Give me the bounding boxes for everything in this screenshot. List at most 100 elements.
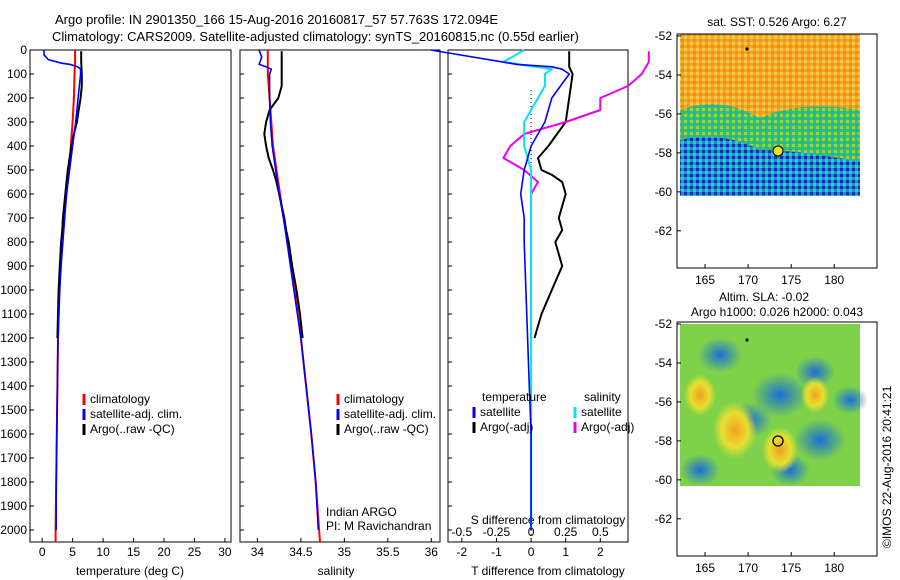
depth-tick-label: 1800	[0, 475, 27, 489]
sst-map-ytick-label: -56	[655, 107, 673, 121]
salinity-axis-tick-label: 36	[425, 545, 439, 559]
sal-legend-label: climatology	[344, 392, 404, 406]
temperature-axis-tick-label: 30	[218, 545, 232, 559]
tdiff-axis-tick-label: 2	[597, 545, 604, 559]
temp-satellite-line	[43, 50, 82, 530]
tdiff-axis-tick-label: -2	[457, 545, 468, 559]
sla-map-ytick-label: -56	[655, 395, 673, 409]
float-program-text: Indian ARGO	[326, 505, 397, 519]
sla-map-subtitle: Argo h1000: 0.026 h2000: 0.043	[691, 305, 863, 319]
sal-legend-label: Argo(..raw -QC)	[344, 422, 429, 436]
depth-tick-label: 1700	[0, 451, 27, 465]
depth-tick-label: 900	[7, 259, 27, 273]
depth-tick-label: 1400	[0, 379, 27, 393]
sdiff-satellite-line	[502, 49, 553, 530]
temperature-axis-tick-label: 20	[157, 545, 171, 559]
sst-map-xtick-label: 170	[738, 273, 758, 287]
credit-text: ©IMOS 22-Aug-2016 20:41:21	[880, 385, 894, 548]
sst-map-xtick-label: 175	[781, 273, 801, 287]
sla-low-eddy	[698, 337, 742, 373]
depth-tick-label: 1000	[0, 283, 27, 297]
salinity-axis-tick-label: 34.5	[289, 545, 313, 559]
sla-high-eddy	[801, 376, 829, 414]
sst-cold-field	[680, 136, 860, 196]
sst-map-ytick-label: -60	[655, 185, 673, 199]
sla-low-eddy	[680, 454, 720, 486]
sdiff-legend-label: satellite	[581, 405, 622, 419]
tdiff-axis-tick-label: 1	[562, 545, 569, 559]
sla-map-ytick-label: -60	[655, 473, 673, 487]
depth-tick-label: 1300	[0, 355, 27, 369]
salinity-xlabel: salinity	[318, 564, 355, 578]
depth-tick-label: 1100	[1, 307, 27, 321]
sla-map-xtick-label: 175	[781, 561, 801, 575]
title-line-2: Climatology: CARS2009. Satellite-adjuste…	[52, 29, 579, 44]
temperature-axis-tick-label: 10	[96, 545, 110, 559]
temp-argo-line	[56, 51, 83, 339]
sal-legend-label: satellite-adj. clim.	[344, 407, 436, 421]
sla-map-ytick-label: -58	[655, 434, 673, 448]
salinity-axis-tick-label: 34	[251, 545, 265, 559]
sst-map-frame	[676, 33, 878, 269]
sst-dot	[745, 47, 749, 51]
tdiff-satellite-line	[430, 49, 571, 530]
depth-tick-label: 700	[7, 211, 27, 225]
sdiff-tick-label: 0.25	[554, 525, 578, 539]
sst-map-xtick-label: 165	[695, 273, 715, 287]
temperature-axis-tick-label: 15	[127, 545, 141, 559]
sst-float-marker	[772, 145, 784, 157]
legend-temp-title: temperature	[482, 390, 547, 404]
sst-map-ytick-label: -62	[655, 224, 673, 238]
sdiff-tick-label: 0	[528, 525, 535, 539]
temp-legend-label: Argo(..raw -QC)	[90, 422, 175, 436]
plot-frame-difference	[447, 49, 629, 543]
sla-map-xtick-label: 170	[738, 561, 758, 575]
sal-satellite-line	[258, 49, 320, 531]
sdiff-legend-label: Argo(-adj)	[581, 420, 634, 434]
salinity-axis-tick-label: 35.5	[376, 545, 400, 559]
depth-tick-label: 1900	[0, 499, 27, 513]
sdiff-tick-label: -0.5	[452, 525, 473, 539]
sst-map-ytick-label: -54	[655, 68, 673, 82]
tdiff-legend-label: Argo(-adj)	[480, 420, 533, 434]
sla-high-eddy	[684, 374, 716, 416]
tdiff-legend-label: satellite	[480, 405, 521, 419]
temperature-axis-tick-label: 0	[39, 545, 46, 559]
sla-low-eddy	[752, 372, 808, 418]
depth-tick-label: 600	[7, 187, 27, 201]
sla-map-xtick-label: 180	[824, 561, 844, 575]
tdiff-axis-tick-label: 0	[528, 545, 535, 559]
depth-tick-label: 800	[7, 235, 27, 249]
depth-tick-label: 100	[7, 67, 27, 81]
depth-tick-label: 200	[7, 91, 27, 105]
depth-tick-label: 2000	[0, 523, 27, 537]
tdiff-xlabel: T difference from climatology	[471, 564, 625, 578]
depth-tick-label: 500	[7, 163, 27, 177]
sla-map-xtick-label: 165	[695, 561, 715, 575]
sdiff-tick-label: -0.25	[483, 525, 511, 539]
pi-name-text: PI: M Ravichandran	[326, 519, 431, 533]
sal-argo-line	[263, 51, 304, 339]
temperature-axis-tick-label: 25	[188, 545, 202, 559]
depth-tick-label: 400	[7, 139, 27, 153]
sla-map-frame	[676, 321, 878, 557]
depth-tick-label: 1600	[0, 427, 27, 441]
depth-tick-label: 1500	[0, 403, 27, 417]
sla-map-ytick-label: -62	[655, 512, 673, 526]
plot-frame-temperature	[29, 49, 232, 543]
title-line-1: Argo profile: IN 2901350_166 15-Aug-2016…	[55, 12, 499, 27]
tdiff-axis-tick-label: -1	[491, 545, 502, 559]
legend-sal-title: salinity	[584, 390, 621, 404]
sst-map-xtick-label: 180	[824, 273, 844, 287]
sst-map-ytick-label: -52	[655, 29, 673, 43]
sla-map-ytick-label: -52	[655, 317, 673, 331]
temp-legend-label: climatology	[90, 392, 150, 406]
sla-float-marker	[772, 435, 784, 447]
salinity-axis-tick-label: 35	[338, 545, 352, 559]
depth-tick-label: 1200	[0, 331, 27, 345]
depth-tick-label: 0	[20, 43, 27, 57]
sst-map-title: sat. SST: 0.526 Argo: 6.27	[707, 15, 847, 29]
sla-map-ytick-label: -54	[655, 356, 673, 370]
sla-dot	[745, 338, 749, 342]
